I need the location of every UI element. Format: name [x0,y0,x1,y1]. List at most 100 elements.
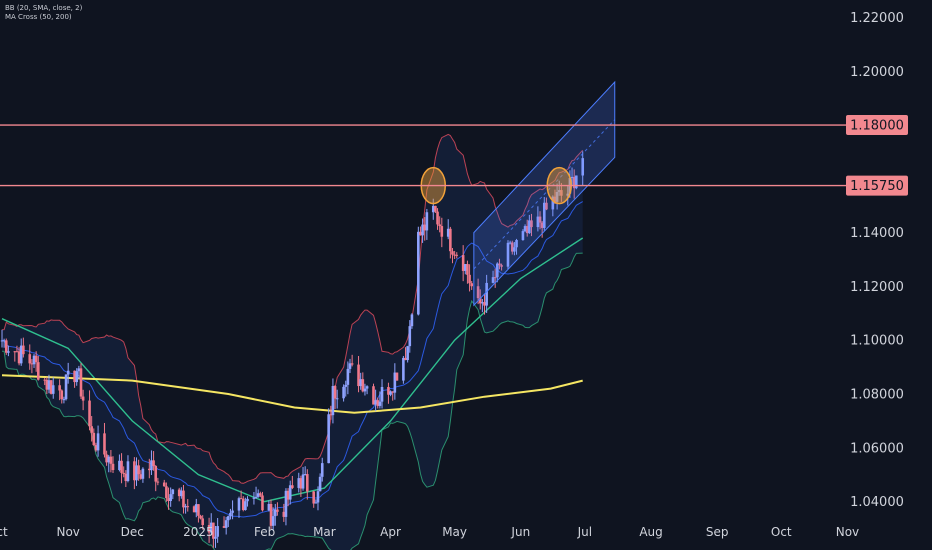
candle-body [19,345,23,364]
candle-body [4,340,8,353]
horizontal-levels[interactable] [0,124,846,187]
candle-body [150,460,153,471]
candle-body [90,426,93,433]
candle-body [167,498,170,502]
candle-body [570,176,574,179]
candle-body [284,490,288,517]
moving-averages [1,237,584,503]
candle-body [455,254,459,256]
candle-body [241,498,245,511]
y-tick-label: 1.10000 [850,334,904,349]
candle-body [199,515,202,519]
candle-body [139,474,143,479]
candle-body [51,385,55,394]
candle-body [133,461,136,481]
candle-body [165,486,168,499]
candle-body [229,512,232,517]
candle-body [81,396,85,401]
candle-body [419,231,422,236]
level-price-label-bg [846,115,908,136]
candle-body [212,522,215,539]
candle-body [478,298,482,304]
candle-body [105,454,108,463]
candle-body [551,196,555,210]
candle-body [135,465,138,481]
candle-body [286,490,290,500]
candle-body [542,202,546,228]
candle-body [254,496,258,498]
candle-body [182,490,185,508]
bb-upper-line [1,133,584,484]
candle-body [237,498,241,511]
candle-body [335,398,339,400]
candle-body [406,346,409,361]
candle-body [553,196,557,202]
candle-body [169,494,172,502]
candle-body [282,511,286,517]
candle-body [380,386,384,402]
candle-body [581,158,585,176]
candle-body [186,506,190,508]
candle-body [449,228,452,252]
candle-body [299,478,303,489]
ascending-channel[interactable] [473,80,616,307]
candle-body [515,240,518,248]
candle-body [184,506,187,508]
candle-body [312,491,316,504]
candle-body [461,255,465,271]
candle-body [363,388,367,392]
candle-body [357,364,360,387]
candle-body [506,242,510,267]
candle-body [107,456,111,463]
candle-body [288,485,292,500]
ma50-line [1,237,584,503]
candle-body [96,433,100,451]
candle-body [425,212,429,231]
candle-body [224,520,228,528]
candle-body [156,481,160,483]
candle-body [423,224,427,231]
candle-body [79,368,83,397]
candle-body [118,460,121,471]
candle-body [421,224,424,236]
candle-body [436,211,439,225]
candle-body [126,461,130,482]
x-tick-label: 2025 [183,525,214,539]
candle-body [239,498,243,500]
candle-body [566,193,570,196]
candle-body [43,379,46,381]
time-axis[interactable]: ct Nov Dec 2025 Feb Mar Apr May Jun Jul Aug Sep Oct N… [0,525,859,539]
candle-body [440,226,444,237]
candle-body [320,463,324,477]
candle-body [391,391,395,393]
y-tick-label: 1.20000 [850,65,904,80]
candle-body [197,504,200,516]
candle-body [408,326,412,347]
candle-body [75,371,79,383]
candle-body [468,274,471,284]
candle-body [510,242,514,252]
candle-body [493,277,497,279]
candle-body [395,372,399,381]
candle-body [32,355,36,365]
bb-indicator-label[interactable]: BB (20, SMA, close, 2) [5,4,83,12]
candle-body [231,510,234,513]
candle-body [88,400,91,427]
candle-body [122,472,125,474]
ma-cross-indicator-label[interactable]: MA Cross (50, 200) [5,13,72,21]
candle-body [180,490,183,497]
price-axis[interactable]: 1.22000 1.20000 1.18000 1.15750 1.14000 1.120… [846,11,908,510]
candle-body [28,354,32,364]
candle-body [94,445,98,451]
x-tick-label: Nov [836,525,859,539]
candle-body [376,400,380,406]
candle-body [261,495,264,511]
candle-body [438,224,441,227]
candle-body [466,264,469,275]
candle-body [15,351,19,353]
x-tick-label: Oct [771,525,792,539]
candle-body [49,380,53,394]
candle-body [60,390,64,400]
candle-body [481,302,484,304]
